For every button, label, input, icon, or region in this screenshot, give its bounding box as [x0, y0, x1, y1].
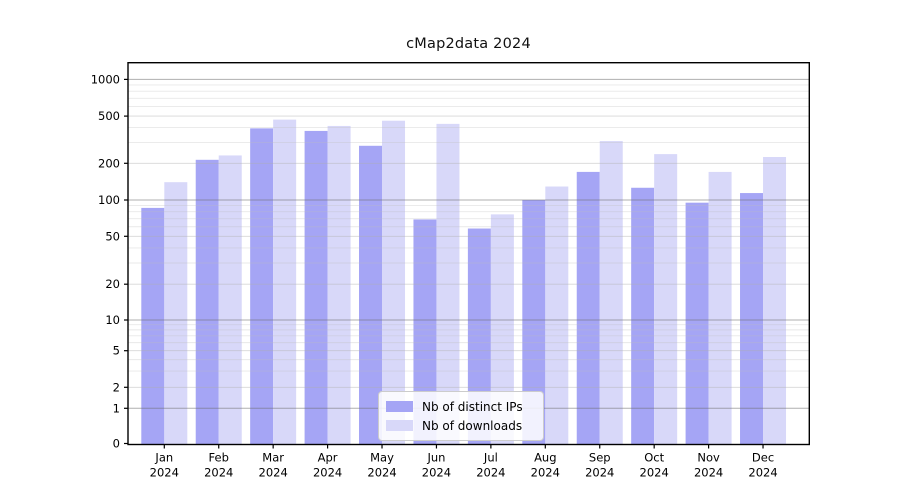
x-tick-label-month: Jan: [154, 451, 173, 465]
legend-item-downloads: Nb of downloads: [386, 416, 533, 435]
bar-downloads: [382, 120, 406, 445]
x-tick-label-month: Oct: [644, 451, 664, 465]
y-tick-label: 10: [105, 313, 120, 327]
bar-distinct-ips: [740, 193, 764, 445]
x-tick-label-year: 2024: [476, 466, 505, 480]
bar-distinct-ips: [631, 187, 655, 445]
x-tick-label-month: Dec: [752, 451, 774, 465]
y-tick-label: 1000: [91, 72, 120, 86]
x-tick-label-month: May: [370, 451, 394, 465]
x-tick-label-month: Aug: [534, 451, 556, 465]
bar-downloads: [327, 125, 351, 445]
x-tick-label-year: 2024: [585, 466, 614, 480]
bar-distinct-ips: [250, 128, 274, 445]
x-tick-label-year: 2024: [694, 466, 723, 480]
y-tick-label: 2: [113, 380, 120, 394]
bar-downloads: [654, 154, 678, 445]
x-tick-label-month: Mar: [262, 451, 284, 465]
bar-downloads: [708, 171, 732, 445]
chart-title: cMap2data 2024: [406, 36, 531, 52]
bar-downloads: [218, 155, 242, 445]
x-tick-label-year: 2024: [367, 466, 396, 480]
bar-distinct-ips: [522, 200, 546, 445]
bar-downloads: [763, 157, 787, 445]
x-tick-label-year: 2024: [204, 466, 233, 480]
x-tick-label-year: 2024: [748, 466, 777, 480]
x-tick-label-year: 2024: [531, 466, 560, 480]
bar-distinct-ips: [576, 171, 600, 445]
bar-distinct-ips: [467, 228, 491, 445]
y-tick-label: 5: [113, 344, 120, 358]
y-tick-label: 100: [98, 193, 120, 207]
legend-item-distinct-ips: Nb of distinct IPs: [386, 397, 533, 416]
legend-label-downloads: Nb of downloads: [422, 418, 523, 433]
bar-distinct-ips: [304, 130, 328, 445]
legend-swatch-distinct-ips: [386, 401, 413, 412]
x-tick-label-year: 2024: [640, 466, 669, 480]
plot-border: [127, 62, 810, 446]
y-tick-label: 500: [98, 109, 120, 123]
bar-downloads: [164, 182, 188, 445]
x-tick-label-month: Jun: [426, 451, 445, 465]
y-tick-label: 50: [105, 229, 120, 243]
legend: Nb of distinct IPs Nb of downloads: [378, 391, 544, 441]
x-tick-label-year: 2024: [150, 466, 179, 480]
y-tick-label: 200: [98, 156, 120, 170]
bar-downloads: [599, 141, 623, 445]
bar-distinct-ips: [413, 219, 437, 445]
x-tick-label-month: Feb: [209, 451, 229, 465]
bar-downloads: [273, 119, 297, 445]
x-tick-label-month: Sep: [589, 451, 611, 465]
x-tick-label-year: 2024: [313, 466, 342, 480]
bar-downloads: [545, 186, 569, 445]
y-tick-label: 20: [105, 277, 120, 291]
bar-distinct-ips: [359, 145, 383, 445]
y-tick-label: 1: [113, 401, 120, 415]
legend-swatch-downloads: [386, 420, 413, 431]
bar-distinct-ips: [685, 202, 709, 445]
bar-distinct-ips: [141, 207, 165, 445]
y-tick-label: 0: [113, 437, 120, 451]
x-tick-label-year: 2024: [422, 466, 451, 480]
x-tick-label-month: Nov: [697, 451, 720, 465]
legend-label-distinct-ips: Nb of distinct IPs: [422, 399, 523, 414]
x-tick-label-month: Jul: [483, 451, 498, 465]
bar-distinct-ips: [195, 159, 219, 445]
x-tick-label-month: Apr: [318, 451, 338, 465]
x-tick-label-year: 2024: [259, 466, 288, 480]
